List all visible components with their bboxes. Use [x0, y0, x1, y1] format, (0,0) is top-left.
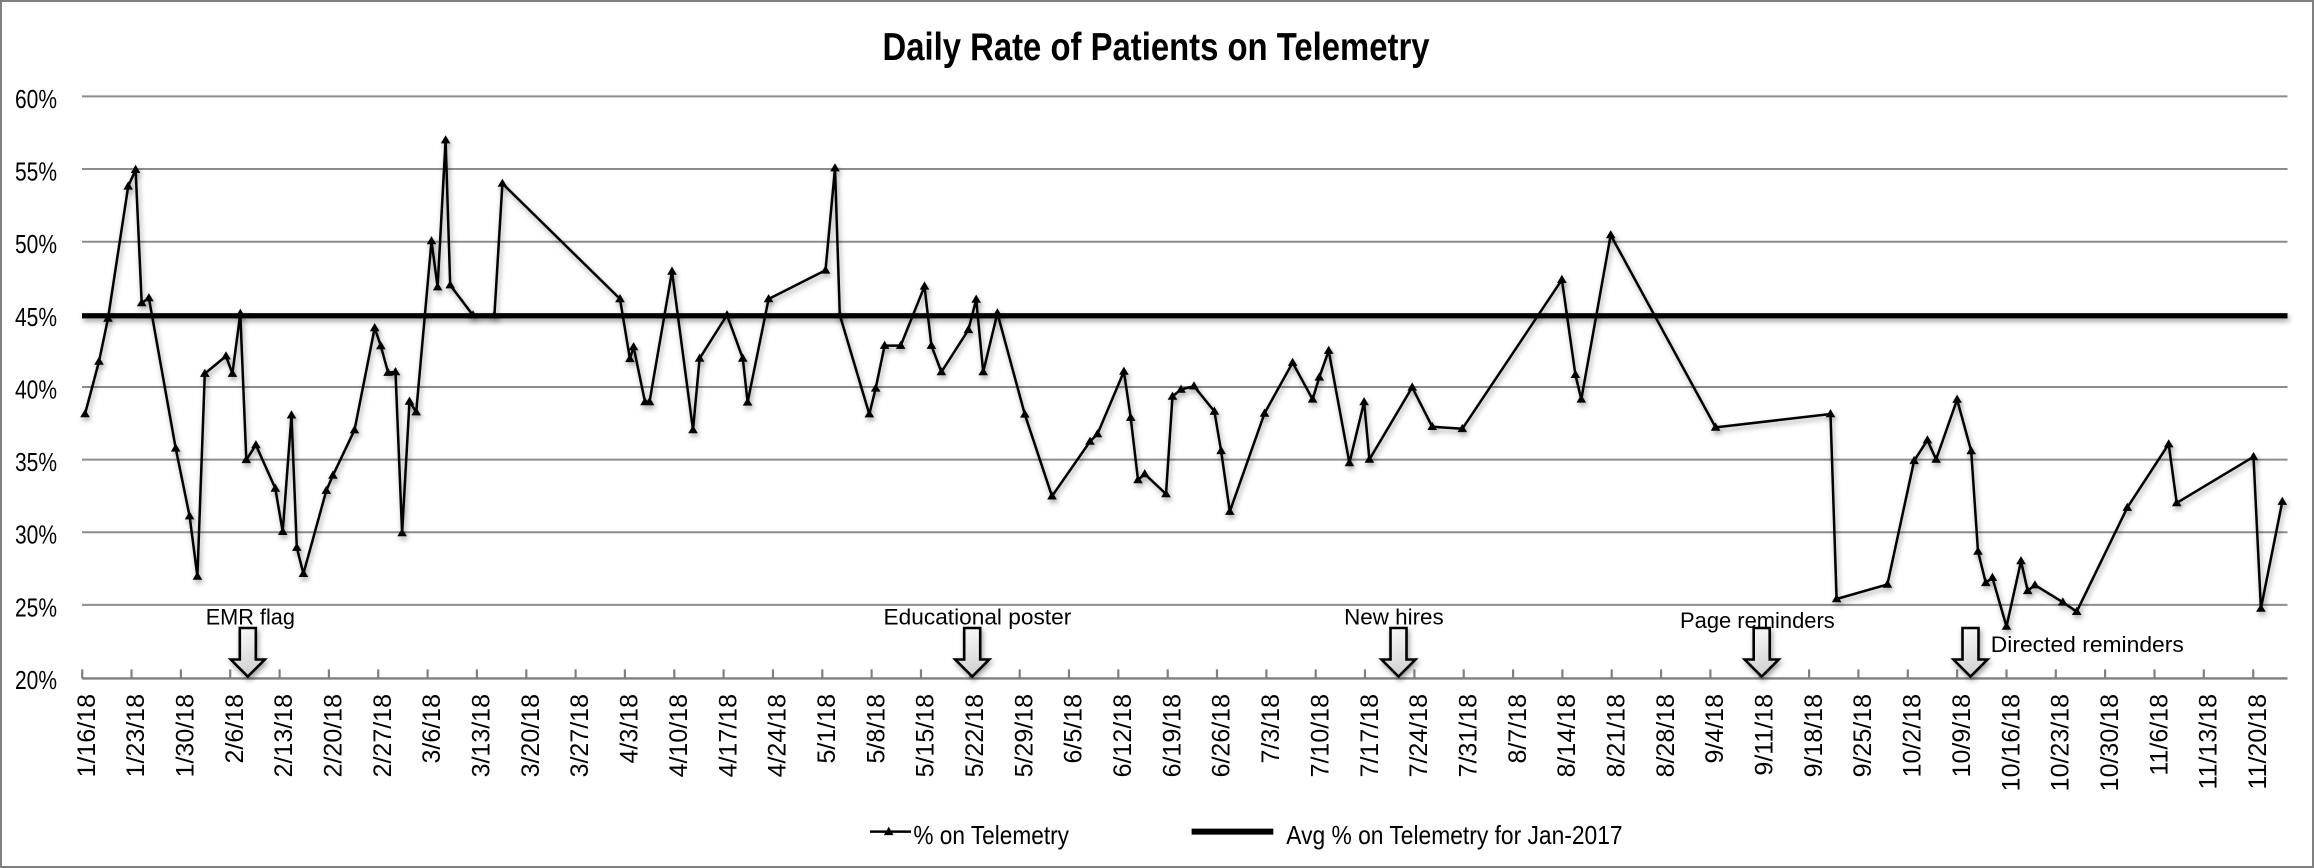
svg-text:1/30/18: 1/30/18	[172, 694, 200, 777]
svg-text:7/3/18: 7/3/18	[1257, 694, 1285, 764]
svg-text:8/21/18: 8/21/18	[1603, 694, 1631, 777]
svg-text:Daily Rate of Patients on Tele: Daily Rate of Patients on Telemetry	[883, 26, 1430, 69]
svg-text:Avg % on Telemetry for Jan-201: Avg % on Telemetry for Jan-2017	[1286, 820, 1622, 850]
svg-text:1/23/18: 1/23/18	[122, 694, 150, 777]
svg-text:50%: 50%	[15, 229, 57, 259]
svg-text:2/27/18: 2/27/18	[369, 694, 397, 777]
svg-text:6/12/18: 6/12/18	[1109, 694, 1137, 777]
svg-text:7/31/18: 7/31/18	[1455, 694, 1483, 777]
svg-text:45%: 45%	[15, 302, 57, 332]
svg-text:4/3/18: 4/3/18	[616, 694, 644, 764]
svg-text:10/2/18: 10/2/18	[1899, 694, 1927, 777]
svg-text:10/23/18: 10/23/18	[2047, 694, 2075, 791]
svg-text:11/6/18: 11/6/18	[2145, 694, 2173, 776]
svg-text:11/20/18: 11/20/18	[2244, 694, 2272, 789]
svg-text:4/24/18: 4/24/18	[764, 694, 792, 777]
svg-text:5/15/18: 5/15/18	[912, 694, 940, 777]
svg-text:10/16/18: 10/16/18	[1997, 694, 2025, 791]
svg-text:7/24/18: 7/24/18	[1405, 694, 1433, 777]
svg-text:35%: 35%	[15, 447, 57, 477]
svg-text:7/17/18: 7/17/18	[1356, 694, 1384, 777]
svg-text:40%: 40%	[15, 375, 57, 405]
svg-text:60%: 60%	[15, 84, 57, 114]
svg-text:11/13/18: 11/13/18	[2195, 694, 2223, 789]
svg-text:3/27/18: 3/27/18	[566, 694, 594, 777]
svg-text:4/10/18: 4/10/18	[665, 694, 693, 777]
svg-text:8/14/18: 8/14/18	[1553, 694, 1581, 777]
svg-text:6/19/18: 6/19/18	[1158, 694, 1186, 777]
svg-text:10/9/18: 10/9/18	[1948, 694, 1976, 777]
svg-text:EMR flag: EMR flag	[206, 605, 295, 630]
svg-text:6/5/18: 6/5/18	[1060, 694, 1088, 764]
svg-text:3/6/18: 3/6/18	[418, 694, 446, 764]
svg-text:9/11/18: 9/11/18	[1751, 694, 1779, 776]
svg-text:9/4/18: 9/4/18	[1701, 694, 1729, 764]
svg-text:10/30/18: 10/30/18	[2096, 694, 2124, 791]
svg-text:% on Telemetry: % on Telemetry	[913, 820, 1069, 850]
svg-text:5/29/18: 5/29/18	[1010, 694, 1038, 777]
svg-text:Directed reminders: Directed reminders	[1991, 632, 2184, 657]
svg-text:4/17/18: 4/17/18	[714, 694, 742, 777]
svg-text:3/20/18: 3/20/18	[517, 694, 545, 777]
svg-text:8/28/18: 8/28/18	[1652, 694, 1680, 777]
svg-text:Educational poster: Educational poster	[884, 605, 1072, 630]
svg-text:30%: 30%	[15, 520, 57, 550]
svg-text:55%: 55%	[15, 157, 57, 187]
svg-text:20%: 20%	[15, 665, 57, 695]
svg-text:25%: 25%	[15, 592, 57, 622]
svg-text:5/1/18: 5/1/18	[813, 694, 841, 764]
svg-text:5/22/18: 5/22/18	[961, 694, 989, 777]
svg-text:1/16/18: 1/16/18	[73, 694, 101, 777]
svg-text:7/10/18: 7/10/18	[1306, 694, 1334, 777]
svg-text:5/8/18: 5/8/18	[862, 694, 890, 764]
svg-text:2/20/18: 2/20/18	[320, 694, 348, 777]
svg-text:2/6/18: 2/6/18	[221, 694, 249, 764]
svg-text:New hires: New hires	[1344, 605, 1444, 630]
svg-text:9/18/18: 9/18/18	[1800, 694, 1828, 777]
svg-text:8/7/18: 8/7/18	[1504, 694, 1532, 764]
svg-text:6/26/18: 6/26/18	[1208, 694, 1236, 777]
svg-text:9/25/18: 9/25/18	[1849, 694, 1877, 777]
svg-text:2/13/18: 2/13/18	[270, 694, 298, 777]
svg-text:3/13/18: 3/13/18	[468, 694, 496, 777]
